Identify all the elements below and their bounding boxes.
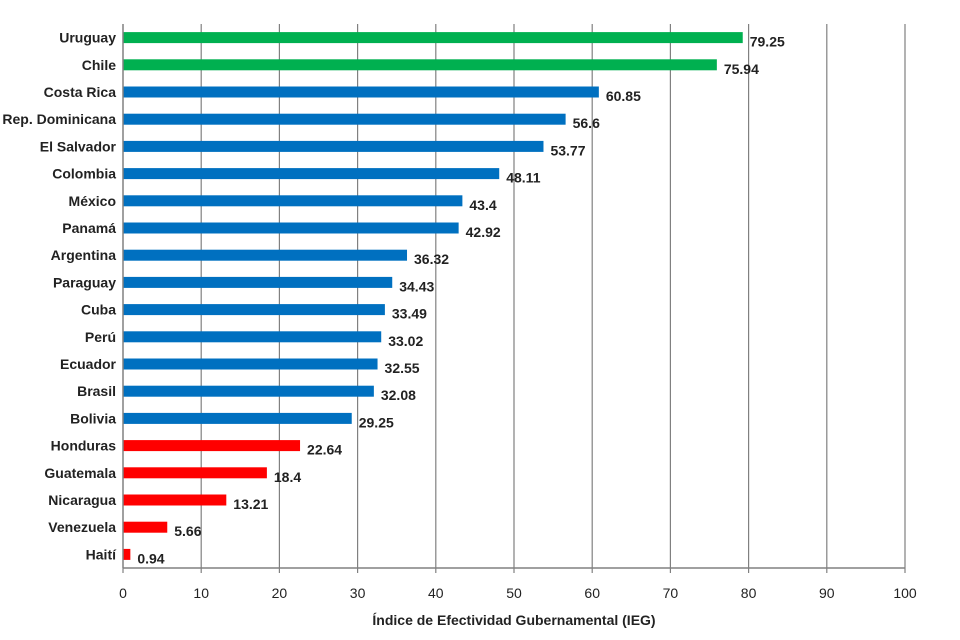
- data-label: 56.6: [573, 115, 600, 131]
- x-tick-label: 20: [272, 585, 288, 601]
- data-label: 33.49: [392, 306, 427, 322]
- bar: [123, 412, 352, 424]
- bar: [123, 440, 301, 452]
- category-label: Costa Rica: [44, 84, 117, 100]
- bar: [123, 548, 131, 560]
- category-label: Perú: [85, 329, 116, 345]
- data-label: 32.55: [385, 360, 420, 376]
- category-label: Brasil: [77, 383, 116, 399]
- bar: [123, 140, 544, 152]
- x-tick-label: 70: [663, 585, 679, 601]
- x-tick-label: 50: [506, 585, 522, 601]
- category-label: Argentina: [51, 247, 117, 263]
- data-label: 36.32: [414, 251, 449, 267]
- category-labels: Uruguay Chile Costa Rica Rep. Dominicana El …: [2, 30, 117, 563]
- x-axis-title: Índice de Efectividad Gubernamental (IEG…: [372, 612, 655, 628]
- category-label: Honduras: [51, 438, 117, 454]
- category-label: Ecuador: [60, 356, 117, 372]
- data-label: 18.4: [274, 469, 301, 485]
- category-label: Rep. Dominicana: [2, 111, 116, 127]
- bar: [123, 86, 599, 98]
- category-label: Paraguay: [53, 274, 116, 290]
- data-label: 53.77: [550, 142, 585, 158]
- category-label: Venezuela: [48, 519, 116, 535]
- category-label: Colombia: [52, 166, 116, 182]
- x-tick-label: 100: [893, 585, 917, 601]
- bar: [123, 32, 743, 44]
- category-label: Guatemala: [44, 465, 116, 481]
- category-label: Panamá: [62, 220, 116, 236]
- x-tick-label: 30: [350, 585, 366, 601]
- data-label: 75.94: [724, 61, 759, 77]
- data-label: 29.25: [359, 414, 394, 430]
- data-label: 33.02: [388, 333, 423, 349]
- x-tick-label: 0: [119, 585, 127, 601]
- bar: [123, 358, 378, 370]
- bar: [123, 467, 267, 479]
- category-label: Uruguay: [59, 30, 116, 46]
- bar: [123, 494, 227, 506]
- value-labels: 79.25 75.94 60.85 56.6 53.77 48.11 43.4 42.92 36…: [137, 34, 785, 567]
- bar: [123, 195, 463, 207]
- category-label: Chile: [82, 57, 116, 73]
- bar: [123, 304, 385, 316]
- category-label: Cuba: [81, 302, 116, 318]
- x-tick-label: 80: [741, 585, 757, 601]
- category-label: El Salvador: [40, 138, 117, 154]
- x-tick-label: 40: [428, 585, 444, 601]
- data-label: 42.92: [466, 224, 501, 240]
- x-tick-label: 60: [584, 585, 600, 601]
- gridlines: [122, 24, 906, 573]
- data-label: 32.08: [381, 387, 416, 403]
- bar: [123, 331, 382, 343]
- data-label: 34.43: [399, 278, 434, 294]
- bar: [123, 168, 500, 180]
- bar: [123, 222, 459, 234]
- x-tick-labels: 0 10 20 30 40 50 60 70 80 90 100: [119, 585, 917, 601]
- bar: [123, 113, 566, 125]
- data-label: 79.25: [750, 34, 785, 50]
- bar: [123, 59, 717, 71]
- category-label: Haití: [86, 546, 117, 562]
- data-label: 0.94: [137, 550, 164, 566]
- bar: [123, 249, 408, 261]
- category-label: México: [69, 193, 116, 209]
- bar: [123, 276, 393, 288]
- data-label: 5.66: [174, 523, 201, 539]
- data-label: 48.11: [506, 170, 540, 186]
- data-label: 43.4: [469, 197, 496, 213]
- data-label: 22.64: [307, 442, 342, 458]
- category-label: Nicaragua: [48, 492, 116, 508]
- bar: [123, 521, 168, 533]
- x-tick-label: 90: [819, 585, 835, 601]
- category-label: Bolivia: [70, 410, 116, 426]
- x-tick-label: 10: [193, 585, 209, 601]
- bars: [123, 32, 743, 560]
- data-label: 60.85: [606, 88, 641, 104]
- data-label: 13.21: [233, 496, 268, 512]
- bar: [123, 385, 374, 397]
